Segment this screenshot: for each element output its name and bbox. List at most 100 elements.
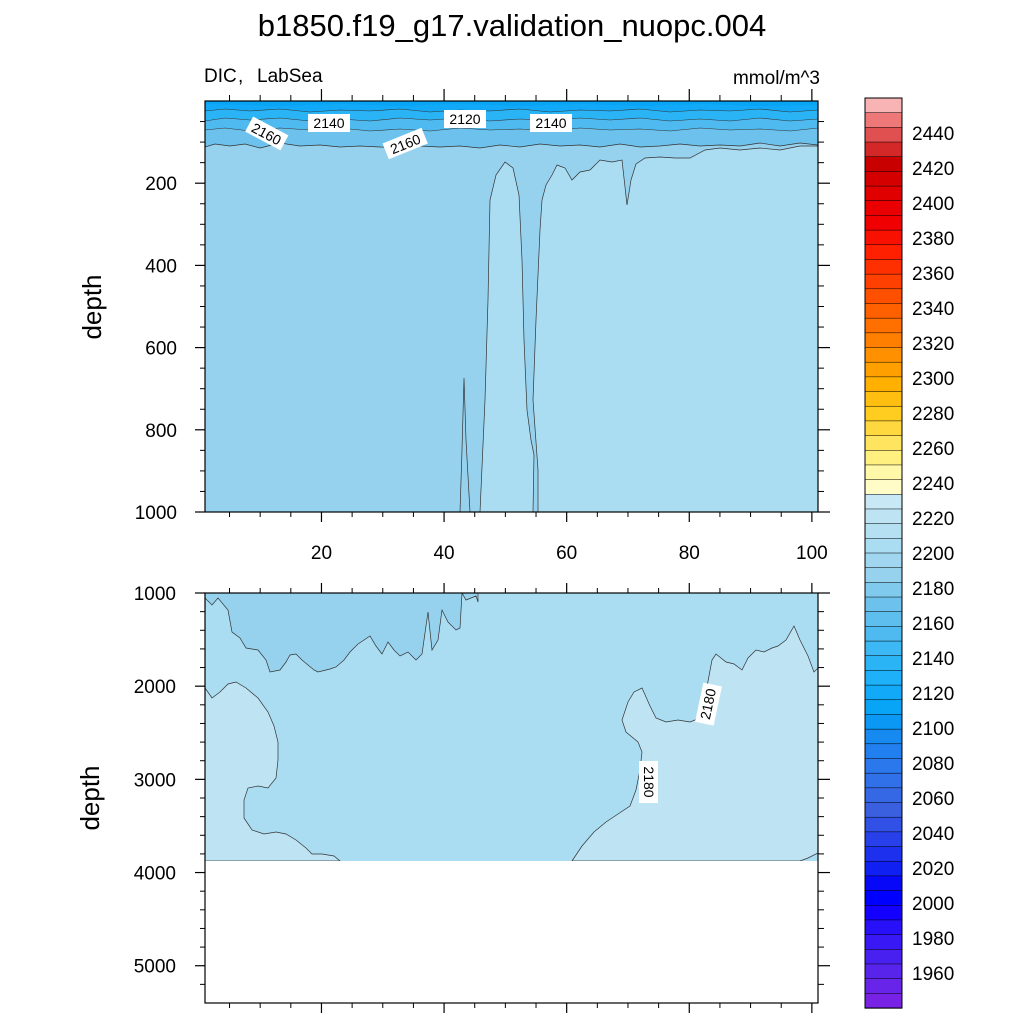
colorbar-box bbox=[864, 963, 903, 980]
colorbar-box bbox=[864, 317, 903, 334]
colorbar-box bbox=[864, 699, 903, 716]
chart-title: b1850.f19_g17.validation_nuopc.004 bbox=[258, 8, 767, 43]
colorbar-label: 2080 bbox=[912, 754, 954, 775]
colorbar-label: 2180 bbox=[912, 579, 954, 600]
colorbar-label: 2360 bbox=[912, 264, 954, 285]
colorbar-label: 1960 bbox=[912, 964, 954, 985]
colorbar-label: 2020 bbox=[912, 859, 954, 880]
colorbar: 2440 2420 2400 2380 2360 2340 2320 2300 2280 2260… bbox=[864, 97, 954, 1009]
upper-y-labels: 200 400 600 800 1000 bbox=[135, 174, 177, 524]
colorbar-box bbox=[864, 156, 903, 173]
upper-xtick-label: 20 bbox=[311, 543, 332, 564]
lower-ylabel: depth bbox=[75, 765, 105, 830]
colorbar-box bbox=[864, 479, 903, 495]
upper-fill-2170-right bbox=[532, 145, 818, 512]
upper-fill-2110 bbox=[205, 101, 818, 106]
upper-contour-label-2: 2140 bbox=[308, 114, 350, 132]
colorbar-box bbox=[864, 303, 903, 319]
colorbar-label: 2240 bbox=[912, 474, 954, 495]
colorbar-box bbox=[864, 376, 903, 393]
lower-panel: 2180 2180 1000 2000 3000 4000 5000 depth bbox=[75, 583, 830, 1013]
colorbar-label: 2400 bbox=[912, 194, 954, 215]
upper-contour-label-2-text: 2140 bbox=[313, 115, 344, 131]
colorbar-box bbox=[864, 112, 903, 129]
variable-label: DIC bbox=[204, 66, 237, 87]
colorbar-box bbox=[864, 332, 903, 349]
colorbar-box bbox=[864, 127, 903, 143]
colorbar-box bbox=[864, 905, 903, 921]
colorbar-label: 1980 bbox=[912, 929, 954, 950]
colorbar-box bbox=[864, 244, 903, 261]
upper-filament bbox=[459, 377, 471, 512]
colorbar-label: 2260 bbox=[912, 439, 954, 460]
colorbar-box bbox=[864, 450, 903, 466]
colorbar-box bbox=[864, 934, 903, 950]
upper-contour-label-3: 2120 bbox=[444, 110, 486, 128]
lower-y-labels: 1000 2000 3000 4000 5000 bbox=[134, 584, 176, 978]
colorbar-box bbox=[864, 772, 903, 789]
colorbar-box bbox=[864, 229, 903, 246]
region-label: LabSea bbox=[257, 66, 323, 87]
colorbar-box bbox=[864, 919, 903, 936]
colorbar-box bbox=[864, 215, 903, 231]
variable-separator: , bbox=[238, 66, 243, 87]
colorbar-box bbox=[864, 538, 903, 554]
lower-contour-label-1-text: 2180 bbox=[697, 687, 719, 721]
upper-panel: 2160 2140 2120 2140 2160 200400600800100… bbox=[77, 89, 830, 564]
lower-ytick-label: 1000 bbox=[134, 584, 176, 605]
upper-ticks bbox=[195, 89, 830, 522]
colorbar-box bbox=[864, 831, 903, 848]
colorbar-label: 2100 bbox=[912, 719, 954, 740]
colorbar-box bbox=[864, 978, 903, 994]
colorbar-box bbox=[864, 171, 903, 187]
lower-contour-label-2: 2180 bbox=[639, 761, 658, 803]
colorbar-box bbox=[864, 611, 903, 628]
colorbar-labels: 2440 2420 2400 2380 2360 2340 2320 2300 2280 2260… bbox=[912, 124, 954, 985]
colorbar-box bbox=[864, 523, 903, 539]
colorbar-box bbox=[864, 743, 903, 760]
lower-contour-label-1: 2180 bbox=[695, 682, 722, 726]
upper-contour-label-4: 2140 bbox=[530, 114, 572, 132]
upper-ytick-label: 200 bbox=[145, 174, 177, 195]
colorbar-box bbox=[864, 97, 903, 114]
colorbar-label: 2120 bbox=[912, 684, 954, 705]
colorbar-label: 2040 bbox=[912, 824, 954, 845]
colorbar-label: 2340 bbox=[912, 299, 954, 320]
colorbar-box bbox=[864, 655, 903, 672]
colorbar-box bbox=[864, 787, 903, 804]
upper-ytick-label: 800 bbox=[145, 421, 177, 442]
colorbar-box bbox=[864, 141, 903, 158]
lower-ytick-label: 2000 bbox=[134, 677, 176, 698]
colorbar-box bbox=[864, 347, 903, 363]
colorbar-box bbox=[864, 714, 903, 730]
colorbar-box bbox=[864, 993, 903, 1009]
colorbar-boxes bbox=[864, 97, 903, 1009]
colorbar-box bbox=[864, 875, 903, 892]
colorbar-label: 2380 bbox=[912, 229, 954, 250]
colorbar-label: 2000 bbox=[912, 894, 954, 915]
colorbar-box bbox=[864, 670, 903, 686]
lower-fill-2180-left bbox=[205, 681, 341, 862]
colorbar-box bbox=[864, 846, 903, 862]
colorbar-box bbox=[864, 259, 903, 275]
colorbar-label: 2200 bbox=[912, 544, 954, 565]
colorbar-box bbox=[864, 391, 903, 407]
colorbar-box bbox=[864, 684, 903, 701]
upper-contour-label-3-text: 2120 bbox=[449, 111, 480, 127]
colorbar-box bbox=[864, 728, 903, 745]
colorbar-box bbox=[864, 567, 903, 584]
colorbar-box bbox=[864, 200, 903, 217]
colorbar-label: 2220 bbox=[912, 509, 954, 530]
lower-ytick-label: 4000 bbox=[134, 864, 176, 885]
colorbar-label: 2060 bbox=[912, 789, 954, 810]
upper-x-labels: 20 40 60 80 100 bbox=[311, 543, 828, 564]
lower-ytick-label: 5000 bbox=[134, 957, 176, 978]
colorbar-box bbox=[864, 435, 903, 451]
colorbar-box bbox=[864, 802, 903, 818]
lower-contour-label-2-text: 2180 bbox=[641, 766, 657, 797]
lower-fill-2160 bbox=[205, 593, 479, 673]
upper-fill-2170-tongue bbox=[479, 161, 535, 512]
colorbar-label: 2440 bbox=[912, 124, 954, 145]
colorbar-box bbox=[864, 405, 903, 422]
